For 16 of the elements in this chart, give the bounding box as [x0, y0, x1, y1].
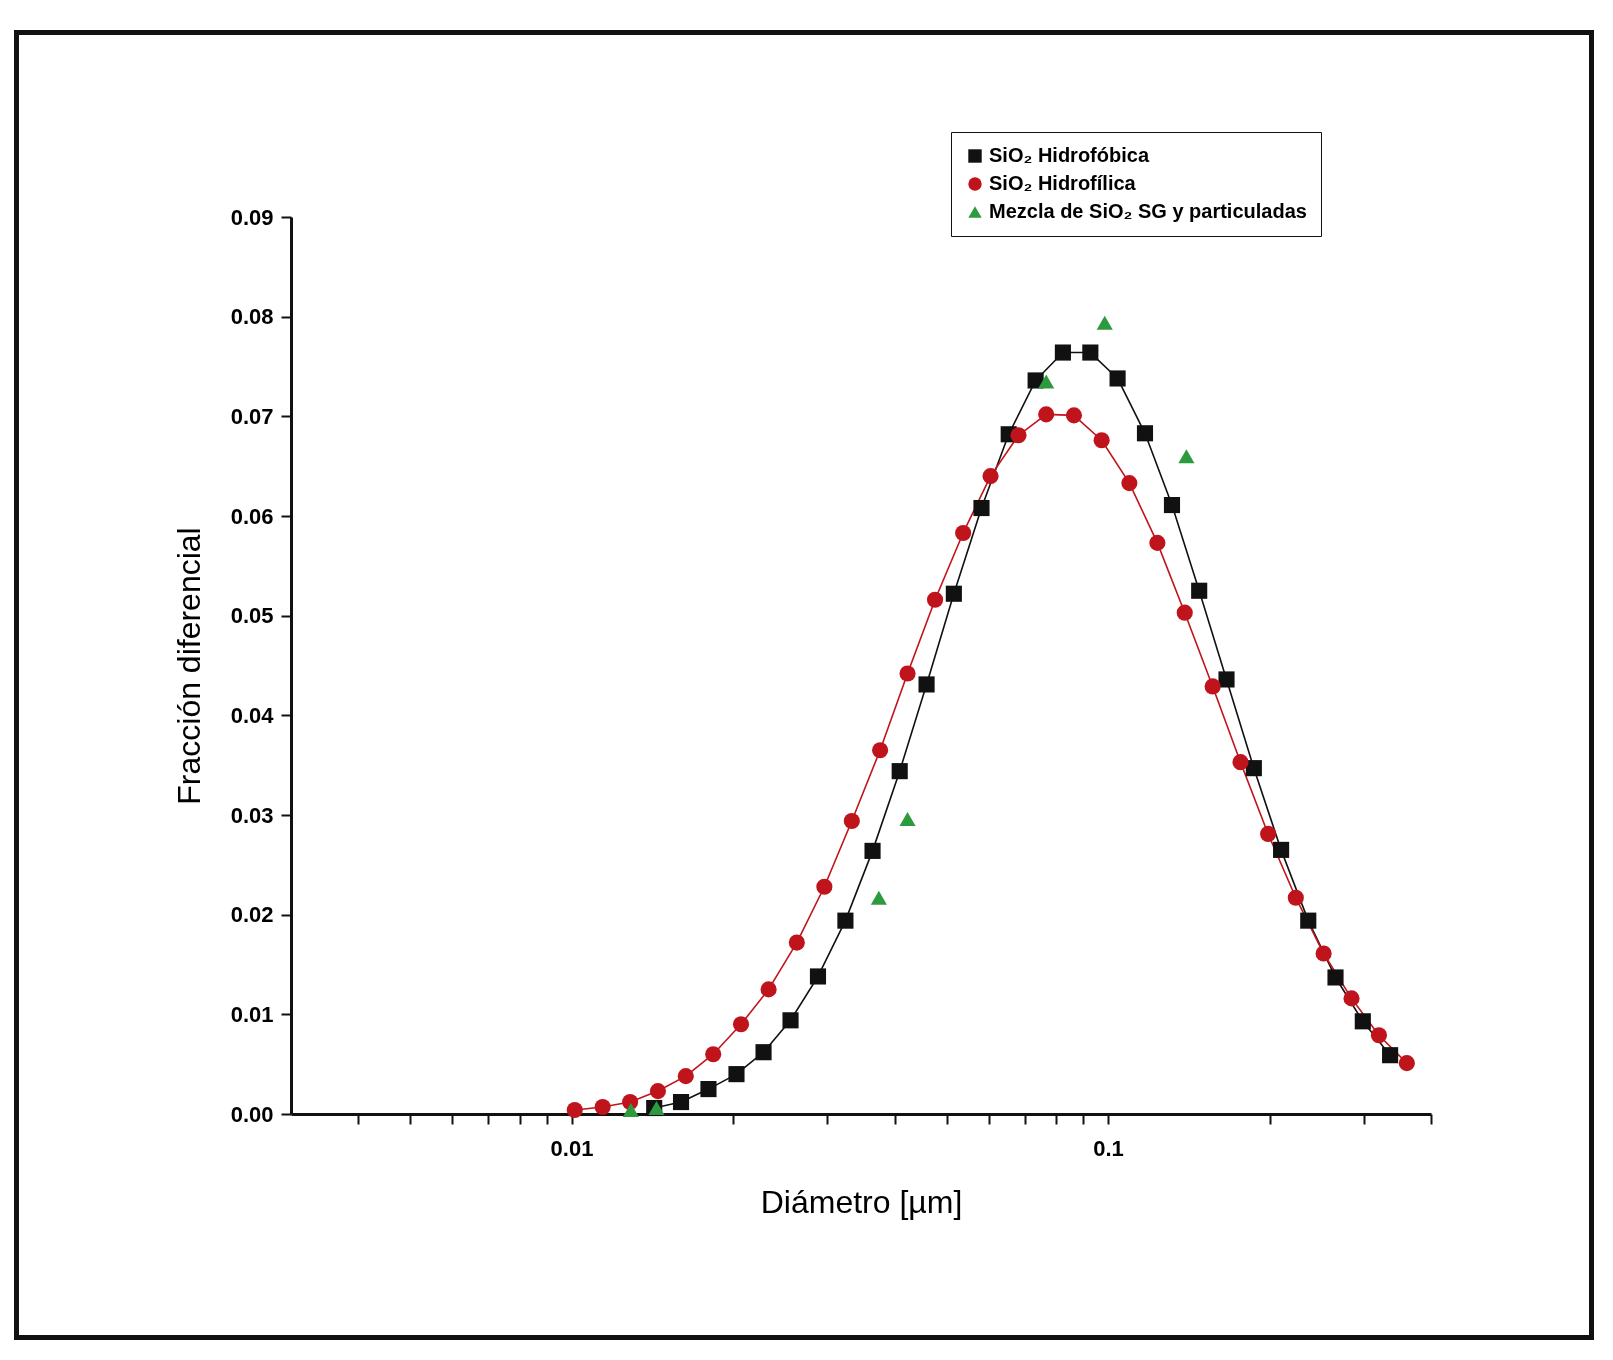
- y-tick-label: 0.04: [230, 702, 275, 728]
- y-tick-label: 0.01: [230, 1001, 274, 1027]
- y-axis-title: Fracción diferencial: [170, 527, 207, 805]
- y-tick-label: 0.05: [230, 603, 274, 629]
- legend-label: SiO₂ Hidrofílica: [989, 172, 1137, 194]
- legend-label: SiO₂ Hidrofóbica: [989, 144, 1150, 166]
- y-tick-label: 0.09: [230, 204, 274, 230]
- y-tick-label: 0.08: [230, 304, 274, 330]
- y-tick-label: 0.00: [230, 1101, 274, 1127]
- y-tick-label: 0.07: [230, 403, 274, 429]
- x-axis-title: Diámetro [µm]: [760, 1183, 963, 1220]
- x-tick-label: 0.1: [1093, 1135, 1124, 1161]
- y-tick-label: 0.02: [230, 902, 274, 928]
- y-tick-label: 0.03: [230, 802, 274, 828]
- y-tick-label: 0.06: [230, 503, 274, 529]
- legend-label: Mezcla de SiO₂ SG y particuladas: [989, 200, 1307, 222]
